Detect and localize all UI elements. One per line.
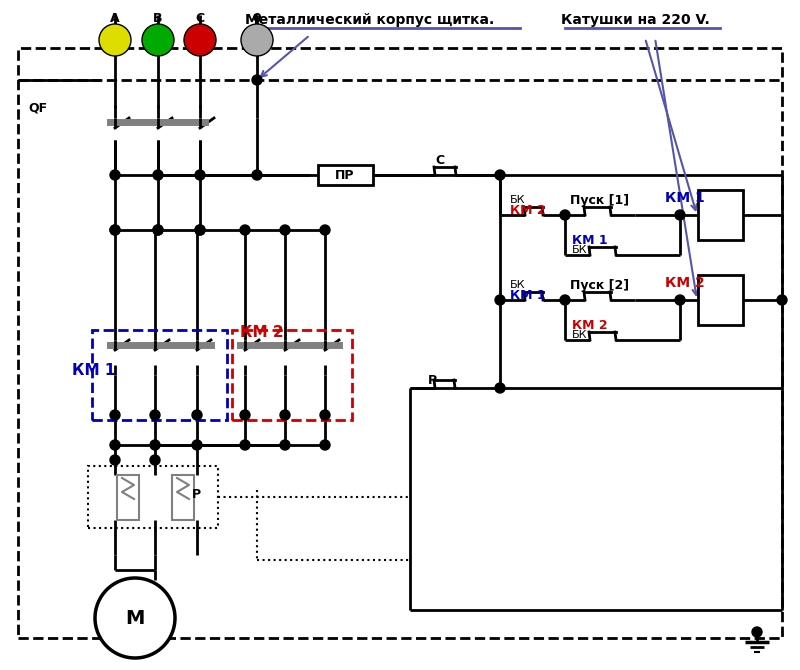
Circle shape [280, 225, 290, 235]
Text: QF: QF [28, 101, 47, 115]
Bar [698, 275, 742, 325]
Text: Пуск [2]: Пуск [2] [570, 279, 630, 291]
Circle shape [110, 440, 120, 450]
Circle shape [240, 440, 250, 450]
Circle shape [110, 225, 120, 235]
Circle shape [495, 383, 505, 393]
Text: БК: БК [510, 280, 526, 290]
Text: КМ 1: КМ 1 [510, 289, 546, 302]
Text: ПР: ПР [335, 168, 354, 182]
Circle shape [240, 225, 250, 235]
Circle shape [195, 225, 205, 235]
Circle shape [320, 410, 330, 420]
Text: КМ 1: КМ 1 [72, 362, 115, 377]
Text: Катушки на 220 V.: Катушки на 220 V. [561, 13, 710, 27]
Circle shape [99, 24, 131, 56]
Circle shape [195, 225, 205, 235]
Text: Металлический корпус щитка.: Металлический корпус щитка. [246, 13, 494, 27]
Circle shape [752, 627, 762, 637]
Text: КМ 2: КМ 2 [240, 324, 284, 340]
Circle shape [153, 225, 163, 235]
Circle shape [495, 295, 505, 305]
Text: КМ 1: КМ 1 [572, 234, 608, 247]
Circle shape [675, 295, 685, 305]
Circle shape [150, 440, 160, 450]
Bar [318, 165, 373, 185]
Circle shape [240, 410, 250, 420]
Circle shape [110, 410, 120, 420]
Circle shape [777, 295, 787, 305]
Text: Р: Р [192, 488, 201, 502]
Text: A: A [110, 11, 120, 25]
Circle shape [150, 410, 160, 420]
Text: М: М [126, 608, 145, 628]
Bar [698, 190, 742, 240]
Circle shape [252, 75, 262, 85]
Text: B: B [154, 11, 162, 25]
Text: БК: БК [572, 330, 587, 340]
Circle shape [142, 24, 174, 56]
Text: БК: БК [572, 245, 587, 255]
Bar [117, 474, 139, 519]
Text: КМ 2: КМ 2 [510, 204, 546, 216]
Circle shape [110, 225, 120, 235]
Circle shape [560, 210, 570, 220]
Circle shape [150, 455, 160, 465]
Circle shape [192, 440, 202, 450]
Circle shape [110, 455, 120, 465]
Circle shape [192, 410, 202, 420]
Text: БК: БК [510, 195, 526, 205]
Circle shape [280, 440, 290, 450]
Text: 0: 0 [253, 11, 262, 25]
Circle shape [252, 170, 262, 180]
Circle shape [110, 170, 120, 180]
Text: Р: Р [428, 373, 437, 387]
Circle shape [153, 170, 163, 180]
Text: Пуск [1]: Пуск [1] [570, 194, 630, 206]
Circle shape [675, 210, 685, 220]
Circle shape [195, 170, 205, 180]
Text: C: C [195, 11, 205, 25]
Circle shape [320, 440, 330, 450]
Circle shape [241, 24, 273, 56]
Circle shape [280, 410, 290, 420]
Text: КМ 1: КМ 1 [665, 191, 705, 205]
Text: КМ 2: КМ 2 [572, 318, 608, 332]
Circle shape [184, 24, 216, 56]
Text: КМ 2: КМ 2 [665, 276, 705, 290]
Circle shape [560, 295, 570, 305]
Bar [172, 474, 194, 519]
Text: C: C [435, 153, 445, 167]
Circle shape [153, 225, 163, 235]
Circle shape [320, 225, 330, 235]
Circle shape [95, 578, 175, 658]
Circle shape [495, 170, 505, 180]
